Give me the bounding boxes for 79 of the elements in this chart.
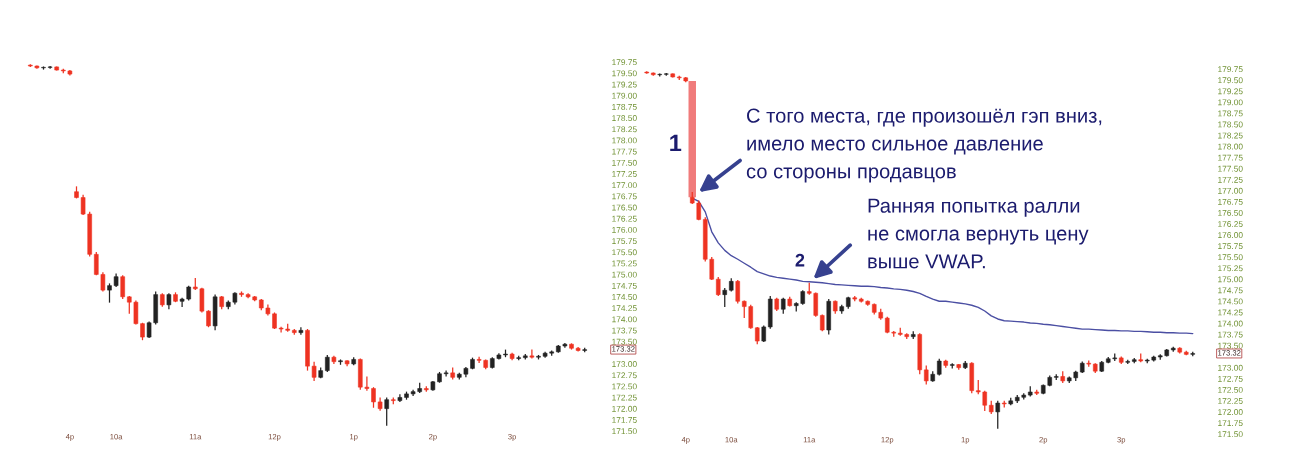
y-tick-label: 175.00: [612, 271, 637, 278]
y-tick-label: 173.00: [612, 361, 637, 368]
y-tick-label: 174.75: [1218, 287, 1243, 294]
y-tick-label: 174.25: [612, 305, 637, 312]
y-tick-label: 174.75: [612, 282, 637, 289]
annotation: Ранняя попытка ралли не смогла вернуть цену выше VWAP.: [868, 198, 1089, 269]
y-tick-label: 177.25: [1218, 176, 1243, 183]
y-tick-label: 177.00: [1218, 187, 1243, 194]
y-tick-label: 179.00: [612, 92, 637, 99]
y-tick-label: 173.75: [612, 327, 637, 334]
y-tick-label: 179.25: [1218, 88, 1243, 95]
y-tick-label: 174.50: [612, 294, 637, 300]
y-tick-label: 176.00: [1218, 232, 1243, 239]
y-tick-label: 175.00: [1218, 276, 1243, 283]
y-tick-label: 177.75: [612, 148, 637, 155]
y-tick-label: 178.75: [1218, 110, 1243, 117]
y-tick-label: 172.50: [612, 383, 637, 390]
y-tick-label: 176.25: [1218, 221, 1243, 227]
y-tick-label: 175.50: [1218, 254, 1243, 261]
y-tick-label: 179.00: [1218, 99, 1243, 106]
y-tick-label: 172.50: [1218, 386, 1243, 393]
y-tick-label: 171.50: [612, 428, 637, 435]
y-tick-label: 176.50: [1218, 209, 1243, 216]
y-tick-label: 175.50: [612, 249, 637, 256]
y-tick-label: 174.00: [1218, 320, 1243, 327]
candlestick: [529, 348, 535, 360]
candlestick: [995, 400, 1000, 430]
y-tick-label: 172.25: [1218, 398, 1243, 404]
y-tick-label: 172.75: [612, 372, 637, 379]
y-tick-label: 174.50: [1218, 298, 1243, 305]
candlestick: [716, 276, 721, 297]
y-tick-label: 177.50: [612, 159, 637, 166]
y-tick-label: 177.00: [612, 182, 637, 189]
y-tick-label: 177.50: [1218, 165, 1243, 172]
y-tick-label: 179.75: [1218, 66, 1243, 73]
y-tick-label: 178.75: [612, 103, 637, 110]
y-tick-label: 178.50: [612, 115, 637, 122]
y-tick-label: 179.50: [1218, 77, 1243, 84]
y-tick-label: 173.50: [612, 338, 637, 345]
y-tick-label: 175.25: [612, 260, 637, 267]
y-tick-label: 178.00: [1218, 143, 1243, 150]
y-tick-label: 172.25: [612, 394, 637, 401]
y-tick-label: 179.75: [612, 59, 637, 66]
annotation: 1: [670, 134, 682, 152]
y-tick-label: 172.00: [612, 405, 637, 412]
y-tick-label: 179.25: [612, 81, 637, 88]
annotation: С того места, где произошёл гэп вниз, имело место сильное давление со стороны продавцов: [746, 108, 1102, 183]
y-tick-label: 172.75: [1218, 375, 1243, 382]
y-tick-label: 177.75: [1218, 154, 1243, 161]
y-tick-label: 175.75: [612, 238, 637, 245]
y-tick-label: 177.25: [612, 171, 637, 177]
y-tick-label: 173.00: [1218, 364, 1243, 371]
y-tick-label: 174.00: [612, 316, 637, 323]
candlestick: [120, 274, 125, 300]
y-tick-label: 176.50: [612, 204, 637, 211]
y-tick-label: 179.50: [612, 70, 637, 77]
y-tick-label: 171.75: [612, 417, 637, 423]
candlestick: [722, 287, 727, 308]
annotation: 2: [795, 253, 805, 267]
y-tick-label: 173.50: [1218, 342, 1243, 349]
y-tick-label: 172.00: [1218, 409, 1243, 415]
candlestick: [924, 364, 929, 386]
y-tick-label: 171.75: [1218, 420, 1243, 427]
candlestick: [735, 279, 740, 305]
y-tick-label: 178.00: [612, 137, 637, 144]
candlestick: [298, 326, 304, 336]
y-tick-label: 178.25: [612, 126, 637, 133]
y-tick-label: 176.75: [1218, 198, 1243, 205]
y-tick-label: 171.50: [1218, 431, 1243, 438]
y-tick-label: 173.75: [1218, 331, 1243, 338]
y-tick-label: 176.75: [612, 193, 637, 200]
y-tick-label: 176.25: [612, 215, 637, 222]
y-tick-label: 178.25: [1218, 132, 1243, 139]
y-tick-label: 175.25: [1218, 265, 1243, 272]
y-tick-label: 175.75: [1218, 243, 1243, 250]
y-tick-label: 174.25: [1218, 309, 1243, 316]
candlestick: [384, 396, 389, 427]
y-tick-label: 176.00: [612, 226, 637, 233]
y-tick-label: 178.50: [1218, 121, 1243, 128]
